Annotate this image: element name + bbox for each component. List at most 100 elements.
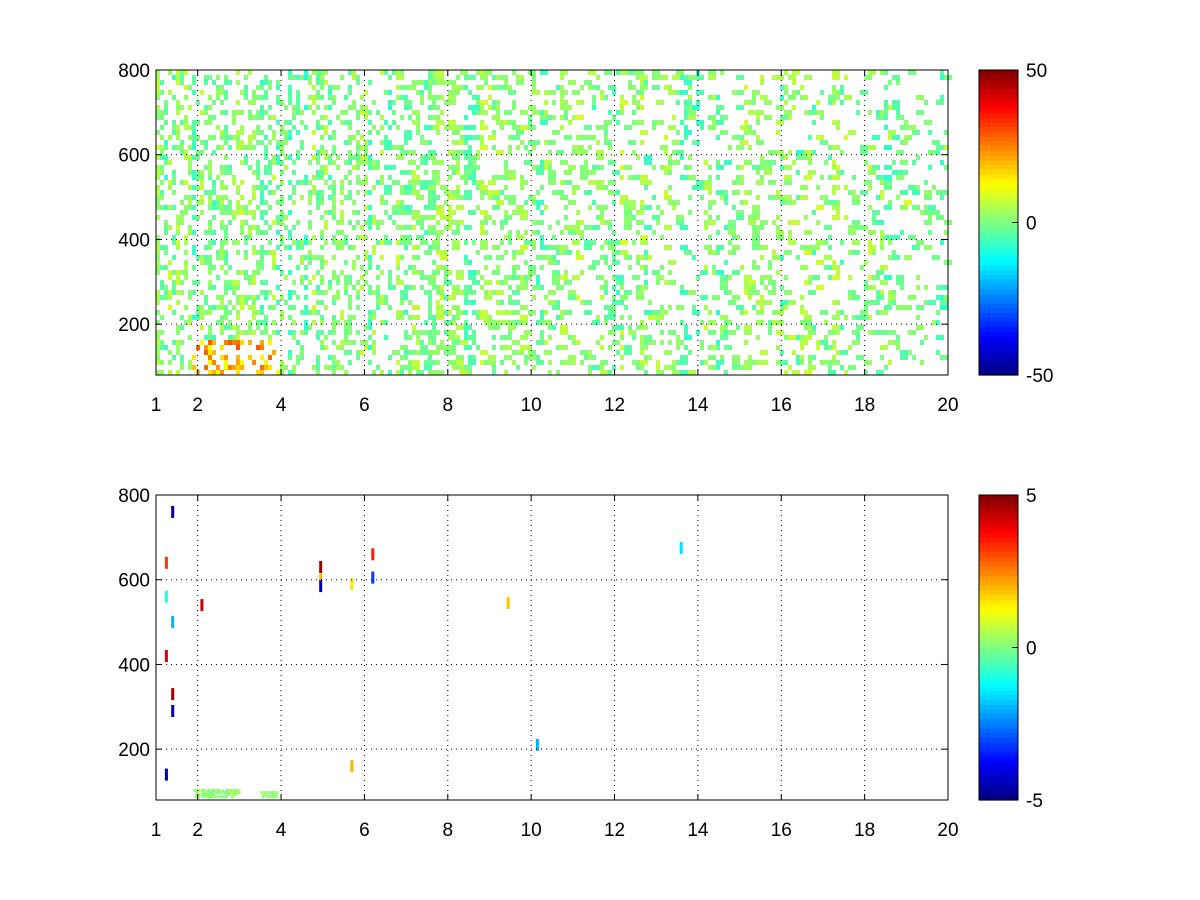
heatmap-cell	[364, 325, 368, 330]
heatmap-cell	[240, 110, 244, 115]
heatmap-cell	[924, 190, 932, 195]
heatmap-cell	[206, 793, 208, 797]
heatmap-cell	[600, 95, 604, 100]
heatmap-cell	[332, 85, 336, 90]
colorbar-segment	[979, 704, 1018, 711]
heatmap-cell	[284, 300, 288, 305]
heatmap-cell	[428, 215, 436, 220]
heatmap-cell	[260, 791, 263, 795]
heatmap-cell	[408, 365, 412, 370]
heatmap-cell	[448, 295, 456, 300]
heatmap-cell	[468, 355, 472, 360]
heatmap-cell	[192, 230, 196, 235]
heatmap-cell	[756, 320, 764, 325]
heatmap-cell	[928, 130, 932, 135]
colorbar-segment	[979, 514, 1018, 520]
heatmap-cell	[316, 285, 320, 290]
heatmap-cell	[504, 275, 512, 280]
heatmap-cell	[736, 305, 744, 310]
heatmap-cell	[272, 135, 276, 140]
heatmap-cell	[804, 250, 812, 255]
heatmap-cell	[684, 80, 692, 85]
heatmap-cell	[632, 120, 636, 125]
heatmap-cell	[892, 300, 896, 305]
heatmap-cell	[232, 180, 236, 185]
heatmap-cell	[220, 135, 224, 140]
heatmap-cell	[280, 240, 284, 245]
heatmap-cell	[364, 150, 368, 155]
heatmap-cell	[188, 105, 192, 110]
heatmap-cell	[260, 290, 264, 295]
heatmap-cell	[468, 335, 472, 340]
heatmap-cell	[576, 255, 584, 260]
heatmap-cell	[584, 245, 592, 250]
heatmap-cell	[320, 190, 324, 195]
heatmap-cell	[500, 345, 504, 350]
colorbar-segment	[979, 642, 1018, 649]
heatmap-cell	[360, 180, 364, 185]
heatmap-cell	[708, 310, 712, 315]
colorbar-segment	[979, 270, 1018, 276]
heatmap-cell	[340, 310, 344, 315]
heatmap-cell	[200, 90, 204, 95]
heatmap-cell	[200, 210, 204, 215]
heatmap-cell	[548, 335, 552, 340]
heatmap-cell	[284, 135, 288, 140]
heatmap-cell	[612, 200, 616, 205]
heatmap-cell	[340, 270, 344, 275]
heatmap-cell	[448, 165, 456, 170]
heatmap-cell	[416, 120, 420, 125]
heatmap-cell	[204, 245, 208, 250]
heatmap-cell	[436, 125, 440, 130]
heatmap-cell	[684, 330, 688, 335]
heatmap-cell	[244, 295, 248, 300]
heatmap-cell	[260, 110, 264, 115]
heatmap-cell	[716, 340, 720, 345]
heatmap-cell	[420, 80, 424, 85]
heatmap-cell	[344, 280, 348, 285]
heatmap-cell	[564, 310, 572, 315]
heatmap-cell	[288, 315, 292, 320]
heatmap-cell	[936, 215, 944, 220]
heatmap-cell	[832, 165, 836, 170]
heatmap-cell	[248, 235, 252, 240]
heatmap-cell	[208, 135, 212, 140]
heatmap-cell	[212, 335, 216, 340]
heatmap-cell	[888, 135, 892, 140]
heatmap-cell	[708, 320, 712, 325]
heatmap-cell	[824, 265, 828, 270]
heatmap-cell	[296, 150, 300, 155]
heatmap-cell	[512, 210, 520, 215]
heatmap-cell	[516, 320, 520, 325]
heatmap-cell	[264, 80, 268, 85]
heatmap-cell	[608, 310, 616, 315]
heatmap-cell	[412, 315, 420, 320]
heatmap-cell	[584, 310, 592, 315]
heatmap-cell	[196, 135, 200, 140]
heatmap-cell	[388, 165, 392, 170]
heatmap-cell	[776, 195, 784, 200]
heatmap-cell	[288, 155, 292, 160]
heatmap-cell	[156, 145, 160, 150]
heatmap-cell	[672, 370, 680, 375]
heatmap-cell	[684, 325, 688, 330]
heatmap-cell	[368, 205, 372, 210]
heatmap-cell	[176, 340, 180, 345]
heatmap-cell	[368, 130, 372, 135]
heatmap-cell	[260, 280, 264, 285]
heatmap-cell	[340, 365, 344, 370]
heatmap-cell	[160, 145, 164, 150]
heatmap-cell	[500, 335, 508, 340]
heatmap-cell	[456, 170, 460, 175]
heatmap-cell	[760, 175, 764, 180]
heatmap-cell	[724, 345, 732, 350]
heatmap-cell	[828, 360, 832, 365]
heatmap-cell	[448, 360, 456, 365]
heatmap-cell	[332, 330, 336, 335]
colorbar-segment	[979, 79, 1018, 85]
heatmap-cell	[392, 220, 396, 225]
heatmap-cell	[476, 155, 480, 160]
heatmap-cell	[276, 791, 279, 795]
heatmap-cell	[756, 215, 760, 220]
heatmap-cell	[208, 360, 212, 365]
